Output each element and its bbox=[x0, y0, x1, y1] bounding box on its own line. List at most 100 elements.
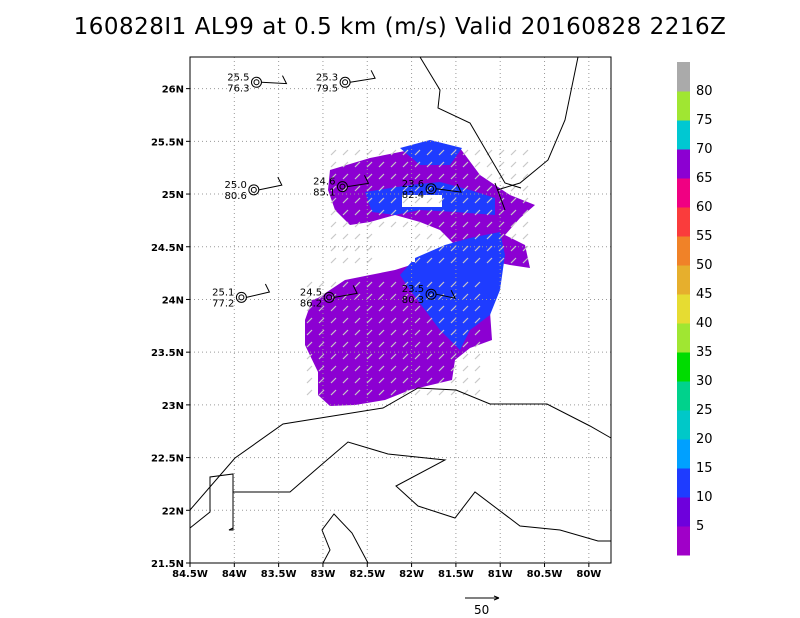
wind-vector bbox=[330, 173, 337, 180]
wind-vector bbox=[366, 245, 373, 252]
wind-vector bbox=[438, 209, 445, 216]
wind-vector bbox=[462, 365, 469, 372]
wind-vector bbox=[318, 305, 325, 312]
wind-vector bbox=[306, 341, 313, 348]
station-value-top: 24.5 bbox=[300, 287, 322, 298]
station-circle-inner bbox=[326, 294, 333, 301]
wind-vector bbox=[390, 281, 397, 288]
wind-vector bbox=[450, 257, 457, 264]
wind-vector bbox=[342, 305, 349, 312]
coastline-keys bbox=[494, 182, 506, 211]
wind-vector bbox=[474, 389, 481, 396]
colorbar-swatch bbox=[677, 352, 690, 382]
wind-vector bbox=[342, 281, 349, 288]
wind-barb bbox=[435, 289, 456, 299]
x-tick-label: 83W bbox=[310, 569, 335, 580]
colorbar-label: 60 bbox=[696, 200, 713, 215]
colorbar-label: 50 bbox=[696, 258, 713, 273]
station-circle-outer bbox=[248, 184, 260, 196]
wind-vector bbox=[450, 353, 457, 360]
wind-vector bbox=[438, 197, 445, 204]
wind-vector bbox=[330, 389, 337, 396]
wind-vector bbox=[462, 305, 469, 312]
wind-vector bbox=[414, 293, 421, 300]
station-value-top: 23.6 bbox=[402, 179, 424, 190]
wind-vector bbox=[318, 329, 325, 336]
wind-vector bbox=[366, 353, 373, 360]
wind-vector bbox=[426, 377, 433, 384]
wind-barb bbox=[246, 283, 271, 298]
wind-vector bbox=[510, 197, 517, 204]
wind-vector bbox=[402, 149, 409, 156]
wind-vector bbox=[366, 257, 373, 264]
wind-vector bbox=[402, 341, 409, 348]
x-tick-label: 81.5W bbox=[438, 569, 474, 580]
wind-vector bbox=[366, 305, 373, 312]
wind-vector bbox=[378, 317, 385, 324]
wind-vector bbox=[306, 305, 313, 312]
wind-vector bbox=[390, 173, 397, 180]
station-value-bottom: 77.2 bbox=[212, 298, 234, 309]
colorbar-label: 55 bbox=[696, 229, 713, 244]
wind-vector bbox=[366, 173, 373, 180]
x-tick-label: 81W bbox=[488, 569, 513, 580]
wind-vector bbox=[318, 353, 325, 360]
wind-vector bbox=[426, 245, 433, 252]
wind-speed-region bbox=[400, 232, 505, 350]
wind-vector bbox=[342, 341, 349, 348]
wind-vector bbox=[378, 149, 385, 156]
plot-frame bbox=[189, 56, 612, 564]
reference-vector: 50 bbox=[465, 595, 500, 617]
wind-vector bbox=[306, 353, 313, 360]
wind-vector bbox=[474, 257, 481, 264]
wind-vector bbox=[414, 233, 421, 240]
station-circle-outer bbox=[235, 291, 247, 303]
wind-vector bbox=[354, 389, 361, 396]
wind-barb bbox=[350, 70, 376, 83]
wind-vector bbox=[366, 281, 373, 288]
wind-vector bbox=[414, 161, 421, 168]
reference-vector-label: 50 bbox=[474, 603, 489, 617]
wind-vector bbox=[402, 377, 409, 384]
colorbar-swatch bbox=[677, 439, 690, 469]
wind-vector bbox=[366, 221, 373, 228]
wind-vector bbox=[330, 329, 337, 336]
colorbar-swatch bbox=[677, 526, 690, 556]
wind-vector bbox=[390, 365, 397, 372]
colorbar-swatch bbox=[677, 468, 690, 498]
wind-vector bbox=[426, 389, 433, 396]
station-value-top: 24.6 bbox=[313, 177, 335, 188]
y-tick-label: 24.5N bbox=[151, 243, 184, 254]
wind-vector bbox=[402, 305, 409, 312]
wind-vector bbox=[306, 281, 313, 288]
wind-vector bbox=[366, 329, 373, 336]
colorbar-label: 75 bbox=[696, 113, 713, 128]
y-tick-label: 22.5N bbox=[151, 454, 184, 465]
wind-vector bbox=[426, 305, 433, 312]
wind-vector bbox=[462, 209, 469, 216]
station-circle-inner bbox=[428, 185, 435, 192]
colorbar-swatch bbox=[677, 410, 690, 440]
wind-vector bbox=[426, 233, 433, 240]
wind-vector bbox=[390, 329, 397, 336]
wind-vector bbox=[522, 161, 529, 168]
colorbar-swatch bbox=[677, 323, 690, 353]
wind-vector bbox=[438, 221, 445, 228]
colorbar-label: 80 bbox=[696, 84, 713, 99]
reference-vector-arrowhead bbox=[493, 595, 500, 601]
coastlines bbox=[189, 56, 612, 564]
wind-vector bbox=[474, 185, 481, 192]
station-value-top: 25.0 bbox=[225, 180, 247, 191]
wind-vector bbox=[318, 341, 325, 348]
colorbar-label: 40 bbox=[696, 316, 713, 331]
wind-vector bbox=[378, 161, 385, 168]
station-value-top: 25.3 bbox=[316, 72, 338, 83]
wind-vector bbox=[462, 245, 469, 252]
wind-vector bbox=[438, 377, 445, 384]
wind-vector bbox=[378, 281, 385, 288]
wind-vector bbox=[426, 185, 433, 192]
wind-vector bbox=[522, 221, 529, 228]
wind-vector bbox=[390, 341, 397, 348]
observation-station: 24.685.1 bbox=[313, 175, 370, 199]
